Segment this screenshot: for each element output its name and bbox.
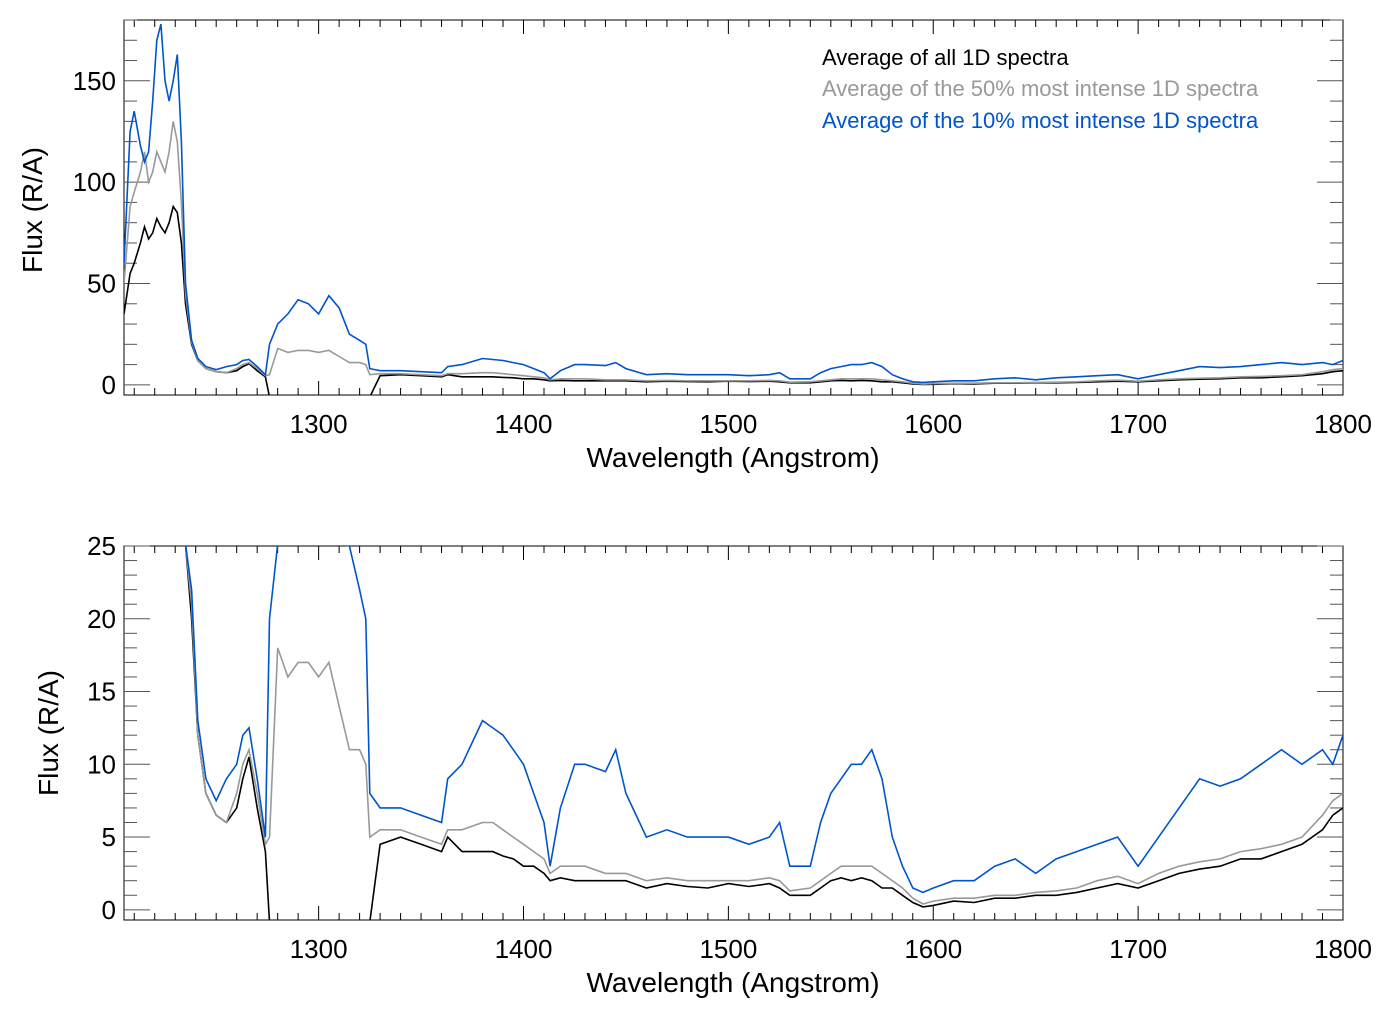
x-tick-label: 1600 bbox=[904, 934, 962, 964]
y-axis-title: Flux (R/A) bbox=[33, 670, 64, 796]
x-tick-label: 1500 bbox=[699, 409, 757, 439]
y-tick-label: 0 bbox=[102, 370, 116, 400]
x-tick-label: 1700 bbox=[1109, 409, 1167, 439]
series-all-line bbox=[184, 546, 1343, 920]
series-10pct-line bbox=[184, 546, 1343, 894]
series-group bbox=[184, 546, 1343, 920]
y-tick-label: 5 bbox=[102, 822, 116, 852]
series-50pct-line bbox=[124, 121, 1343, 385]
plot-frame bbox=[123, 545, 1344, 921]
legend-item-all: Average of all 1D spectra bbox=[822, 45, 1069, 70]
y-tick-label: 150 bbox=[73, 66, 116, 96]
x-tick-label: 1600 bbox=[904, 409, 962, 439]
y-tick-label: 10 bbox=[87, 749, 116, 779]
y-tick-label: 50 bbox=[87, 269, 116, 299]
x-axis-title: Wavelength (Angstrom) bbox=[586, 442, 879, 473]
legend-item-50pct: Average of the 50% most intense 1D spect… bbox=[822, 76, 1259, 101]
x-tick-label: 1300 bbox=[290, 934, 348, 964]
y-tick-label: 20 bbox=[87, 604, 116, 634]
x-tick-label: 1500 bbox=[699, 934, 757, 964]
y-axis-title: Flux (R/A) bbox=[17, 147, 48, 273]
x-tick-label: 1700 bbox=[1109, 934, 1167, 964]
series-all-line bbox=[124, 204, 1343, 395]
x-axis-title: Wavelength (Angstrom) bbox=[586, 967, 879, 998]
y-tick-label: 25 bbox=[87, 531, 116, 561]
x-tick-label: 1400 bbox=[495, 934, 553, 964]
legend: Average of all 1D spectra Average of the… bbox=[822, 45, 1259, 133]
y-tick-label: 0 bbox=[102, 895, 116, 925]
legend-item-10pct: Average of the 10% most intense 1D spect… bbox=[822, 108, 1259, 133]
x-tick-label: 1800 bbox=[1314, 409, 1372, 439]
series-50pct-line bbox=[184, 546, 1343, 905]
top-panel: 1300 1400 1500 1600 1700 1800 0 50 100 150 Wavelen… bbox=[17, 19, 1372, 473]
x-tick-label: 1800 bbox=[1314, 934, 1372, 964]
x-tick-label: 1300 bbox=[290, 409, 348, 439]
y-tick-label: 100 bbox=[73, 167, 116, 197]
bottom-panel: 1300 1400 1500 1600 1700 1800 0 5 10 15 20 25 Wavele… bbox=[33, 531, 1372, 998]
series-10pct-line bbox=[124, 23, 1343, 384]
plot-frame bbox=[123, 19, 1344, 396]
x-tick-label: 1400 bbox=[495, 409, 553, 439]
y-tick-label: 15 bbox=[87, 677, 116, 707]
series-group bbox=[124, 23, 1343, 395]
